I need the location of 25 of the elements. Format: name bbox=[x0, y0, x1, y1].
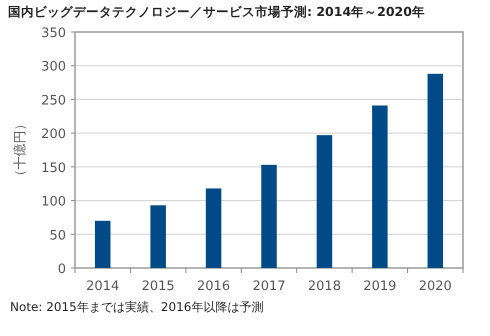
x-tick-label: 2016 bbox=[197, 279, 230, 294]
bar bbox=[206, 188, 222, 268]
y-axis-title: （十億円） bbox=[13, 118, 28, 182]
x-tick-label: 2019 bbox=[363, 279, 396, 294]
x-tick-label: 2015 bbox=[142, 279, 175, 294]
x-tick-label: 2014 bbox=[86, 279, 120, 294]
y-tick-label: 50 bbox=[49, 228, 66, 244]
text: Note: 2015年までは実績、2016年以降は予測 bbox=[10, 300, 264, 314]
x-tick-label: 2018 bbox=[308, 279, 341, 294]
bar bbox=[428, 74, 444, 268]
y-tick-label: 200 bbox=[41, 127, 66, 142]
bar bbox=[261, 164, 277, 268]
y-tick-label: 350 bbox=[41, 26, 66, 41]
y-tick-label: 100 bbox=[41, 194, 66, 210]
y-tick-label: 0 bbox=[58, 262, 66, 277]
x-tick-label: 2017 bbox=[252, 279, 286, 294]
bar bbox=[372, 105, 388, 268]
x-tick-label: 2020 bbox=[418, 279, 452, 294]
bar bbox=[316, 135, 332, 268]
y-tick-label: 150 bbox=[41, 160, 66, 176]
bar bbox=[94, 220, 110, 268]
y-tick-label: 300 bbox=[41, 60, 66, 75]
bar bbox=[150, 205, 166, 268]
chart-title: 国内ビッグデータテクノロジー／サービス市場予測: 2014年～2020年 bbox=[8, 4, 425, 19]
y-tick-label: 250 bbox=[41, 93, 66, 108]
